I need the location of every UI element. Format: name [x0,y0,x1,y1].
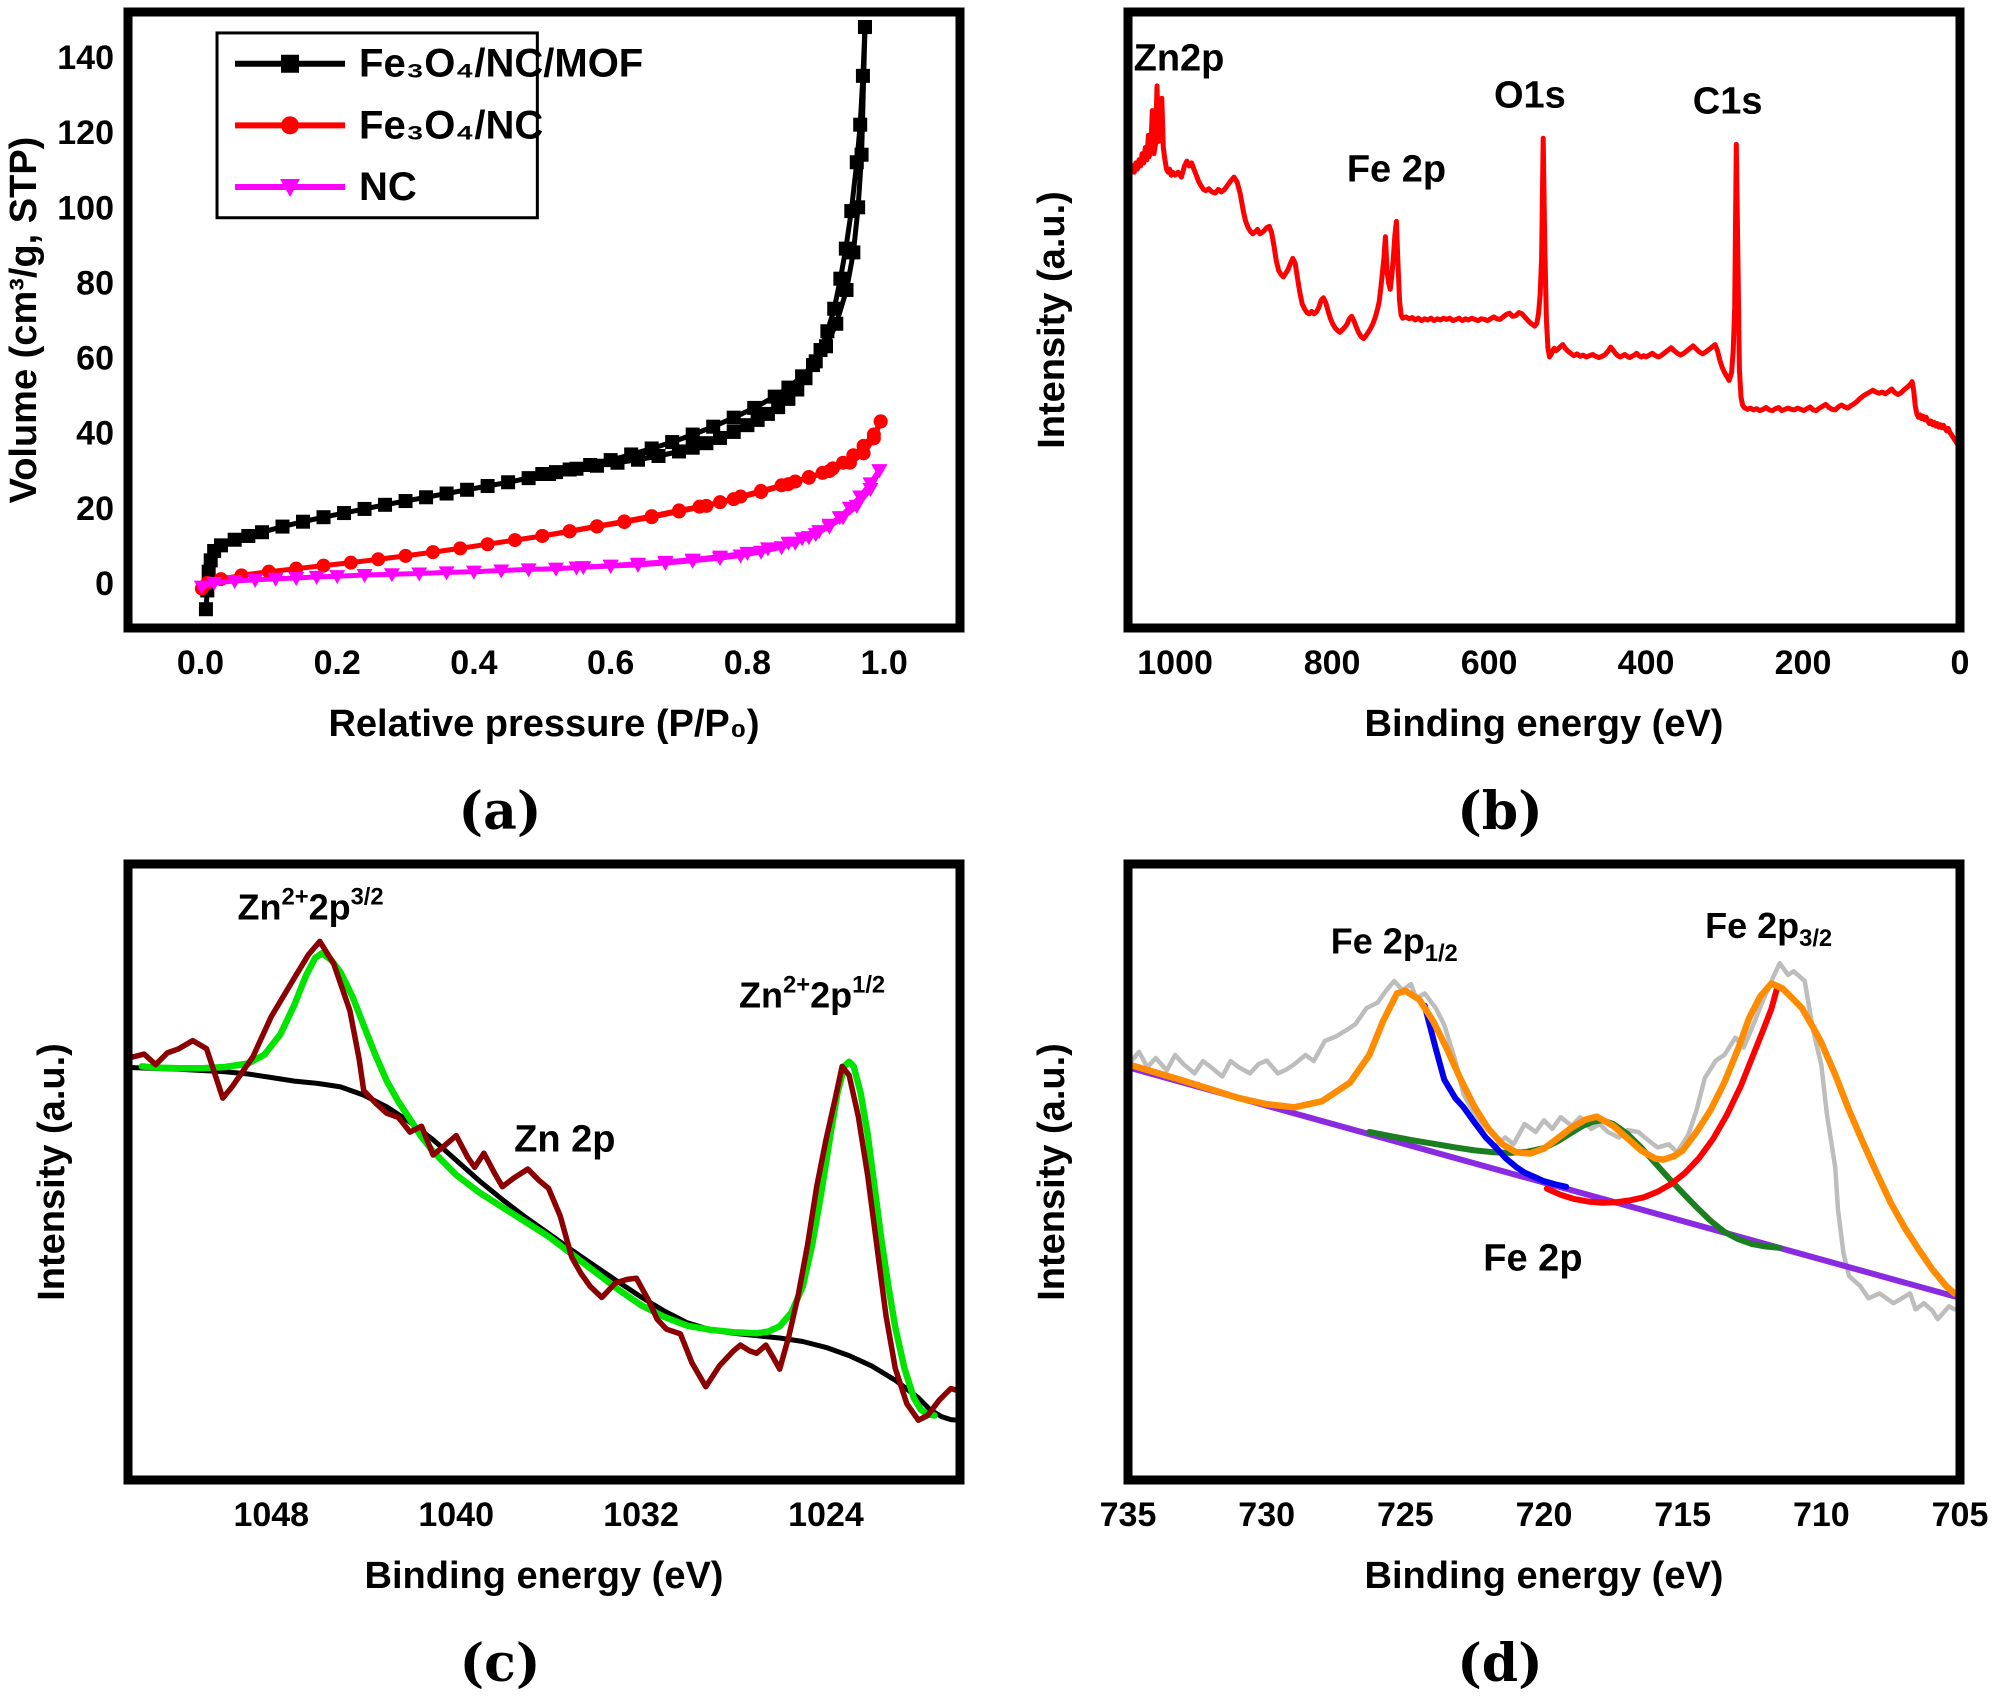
series-d-fe2p12-component [1421,1002,1570,1190]
xtick-c-0: 1048 [233,1496,309,1534]
series-c-background [130,1065,960,1423]
xtick-c-1: 1040 [418,1496,494,1534]
xtick-d-1: 730 [1238,1496,1295,1534]
xtick-b-2: 600 [1461,644,1518,682]
annotation-b-1: Fe 2p [1347,148,1446,190]
chart-c-svg: 1048 1040 1032 1024 Binding energy (eV) Inten… [31,859,965,1597]
ytick-a-0: 0 [95,565,114,603]
annotation-c-1: Zn 2p [514,1118,615,1160]
series-a-fe3o4-nc-mof-des [539,24,868,477]
xtick-c-3: 1024 [788,1496,864,1534]
annotation-c-0: Zn2+2p3/2 [238,884,384,928]
markers-a [535,20,872,481]
chart-d-plot-area [1128,960,1958,1322]
annotation-d-0: Fe 2p1/2 [1331,920,1458,967]
panel-b: 1000 800 600 400 200 0 Binding energy (eV) Inte… [1000,0,2000,852]
chart-c-plot-area [129,938,960,1423]
annotation-d-2: Fe 2p [1483,1238,1582,1280]
chart-d-svg: 735 730 725 720 715 710 705 Binding energy (eV)… [1031,859,1989,1597]
legend-label-a-1: Fe₃O₄/NC [359,103,543,147]
xtick-b-3: 400 [1618,644,1675,682]
legend-a: Fe₃O₄/NC/MOF Fe₃O₄/NC NC [215,31,643,220]
ylabel-c: Intensity (a.u.) [31,1043,73,1301]
ylabel-a: Volume (cm³/g, STP) [3,137,45,504]
chart-a-plot-area [193,20,888,617]
xlabel-c: Binding energy (eV) [365,1555,724,1597]
series-c-fit [138,949,938,1419]
series-d-envelope [1128,980,1958,1297]
legend-label-a-2: NC [359,165,417,209]
chart-a-frame [123,7,965,633]
xtick-a-3: 0.6 [587,644,634,682]
xtick-d-4: 715 [1654,1496,1711,1534]
chart-b-plot-area [1128,83,1960,450]
chart-a: 0.0 0.2 0.4 0.6 0.8 1.0 0 20 40 60 80 100 120 140 Rela… [0,0,1000,770]
caption-a: (a) [458,780,542,842]
series-d-fe2p32-component [1543,985,1780,1206]
ytick-a-3: 60 [76,340,114,378]
annotation-d-1: Fe 2p3/2 [1705,905,1832,952]
xtick-b-4: 200 [1775,644,1832,682]
panel-c: 1048 1040 1032 1024 Binding energy (eV) Inten… [0,852,1000,1704]
annotation-c-2: Zn2+2p1/2 [739,972,885,1016]
series-a-fe3o4-nc-ads [199,418,884,592]
chart-c-frame [123,859,965,1485]
chart-d: 735 730 725 720 715 710 705 Binding energy (eV)… [1000,852,2000,1622]
xlabel-a: Relative pressure (P/P₀) [328,703,759,745]
xtick-a-4: 0.8 [724,644,771,682]
xtick-d-6: 705 [1932,1496,1989,1534]
chart-b-frame [1123,7,1965,633]
ytick-a-1: 20 [76,490,114,528]
annotation-b-3: C1s [1693,81,1763,123]
ytick-a-5: 100 [57,189,114,227]
ytick-a-2: 40 [76,415,114,453]
xtick-c-2: 1032 [603,1496,679,1534]
chart-a-svg: 0.0 0.2 0.4 0.6 0.8 1.0 0 20 40 60 80 100 120 140 Rela… [3,7,965,745]
ylabel-d: Intensity (a.u.) [1031,1043,1073,1301]
xtick-d-3: 720 [1516,1496,1573,1534]
series-d-satellite [1366,1117,1783,1251]
annotation-b-2: O1s [1494,74,1566,116]
xtick-b-0: 1000 [1137,644,1213,682]
xtick-a-0: 0.0 [177,644,224,682]
chart-c: 1048 1040 1032 1024 Binding energy (eV) Inten… [0,852,1000,1622]
xtick-d-2: 725 [1377,1496,1434,1534]
legend-label-a-0: Fe₃O₄/NC/MOF [359,42,643,86]
caption-b: (b) [1457,780,1543,842]
xtick-d-5: 710 [1793,1496,1850,1534]
xlabel-d: Binding energy (eV) [1365,1555,1724,1597]
panel-d: 735 730 725 720 715 710 705 Binding energy (eV)… [1000,852,2000,1704]
xtick-d-0: 735 [1100,1496,1157,1534]
series-b-survey [1128,83,1960,450]
series-c-raw [129,938,960,1423]
xtick-a-1: 0.2 [314,644,361,682]
markers-a [568,464,888,576]
chart-d-frame [1123,859,1965,1485]
ytick-a-6: 120 [57,114,114,152]
panel-a: 0.0 0.2 0.4 0.6 0.8 1.0 0 20 40 60 80 100 120 140 Rela… [0,0,1000,852]
series-d-raw [1128,960,1957,1322]
xtick-a-5: 1.0 [860,644,907,682]
markers-a [535,414,888,543]
caption-c: (c) [459,1632,541,1694]
ytick-a-4: 80 [76,264,114,302]
ytick-a-7: 140 [57,39,114,77]
annotation-b-0: Zn2p [1134,38,1225,80]
xtick-b-5: 0 [1951,644,1970,682]
caption-d: (d) [1457,1632,1543,1694]
xlabel-b: Binding energy (eV) [1365,703,1724,745]
xtick-b-1: 800 [1304,644,1361,682]
xtick-a-2: 0.4 [450,644,497,682]
chart-b-svg: 1000 800 600 400 200 0 Binding energy (eV) Inte… [1031,7,1970,745]
ylabel-b: Intensity (a.u.) [1031,191,1073,449]
chart-b: 1000 800 600 400 200 0 Binding energy (eV) Inte… [1000,0,2000,770]
